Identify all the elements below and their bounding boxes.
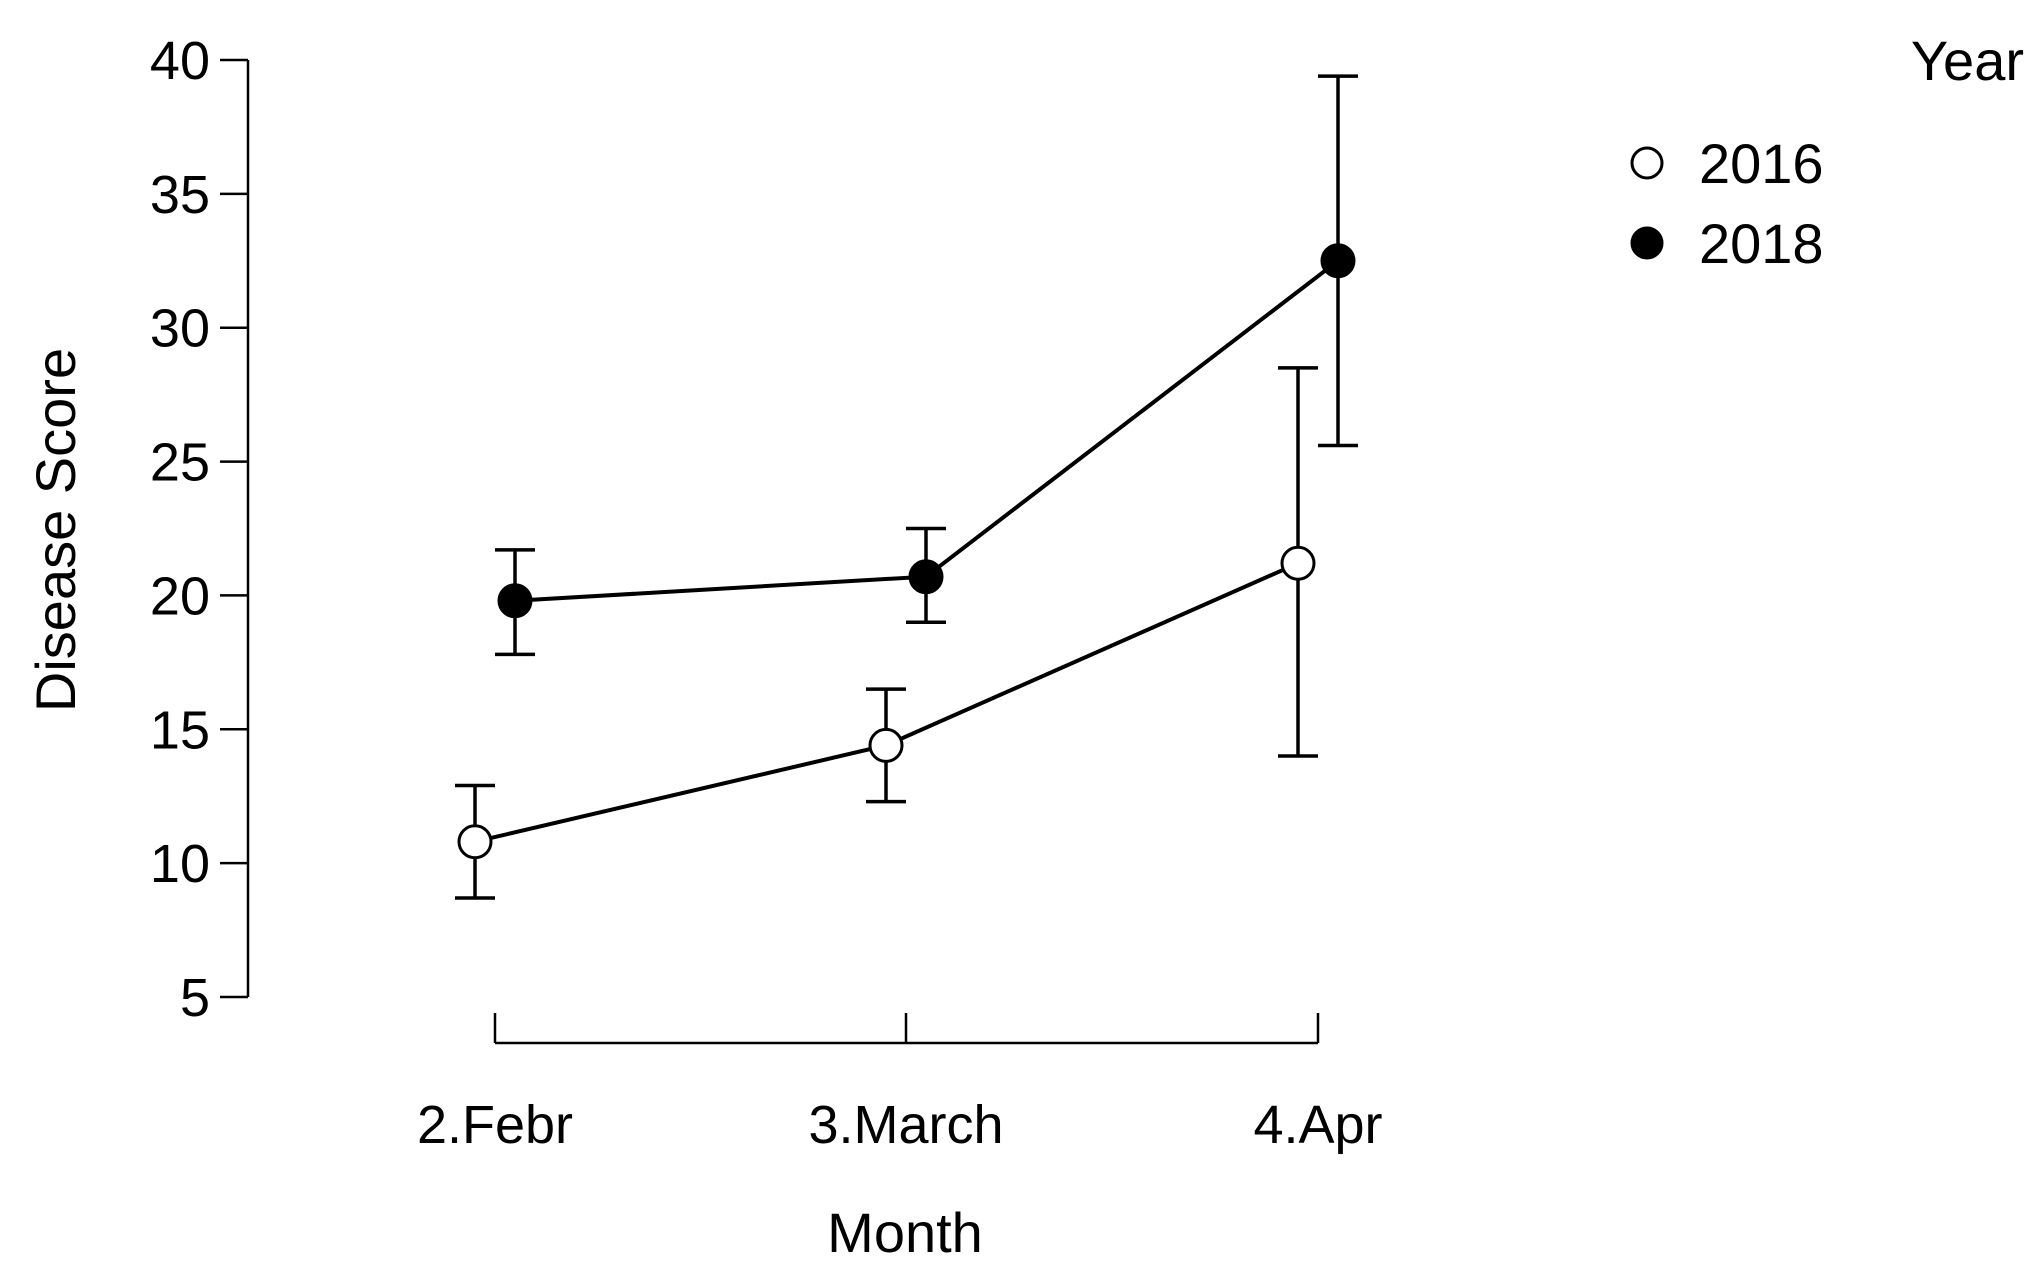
data-point bbox=[457, 824, 493, 860]
y-axis: 5 10 15 20 25 30 35 40 bbox=[150, 31, 250, 1028]
data-point bbox=[1320, 243, 1356, 279]
y-tick-label: 35 bbox=[150, 165, 210, 225]
data-point bbox=[497, 583, 533, 619]
series-2016 bbox=[455, 366, 1318, 900]
data-point bbox=[868, 727, 904, 763]
y-tick-label: 40 bbox=[150, 31, 210, 91]
legend-marker-2016 bbox=[1630, 146, 1664, 180]
data-point bbox=[1280, 545, 1316, 581]
plot-series bbox=[455, 74, 1358, 900]
x-tick-label: 2.Febr bbox=[417, 1095, 573, 1155]
legend: 2016 2018 bbox=[1630, 132, 1824, 275]
y-tick-label: 10 bbox=[150, 834, 210, 894]
x-axis-title: Month bbox=[827, 1201, 983, 1264]
legend-label-2018: 2018 bbox=[1699, 212, 1824, 275]
y-tick-label: 30 bbox=[150, 299, 210, 359]
x-tick-label: 4.Apr bbox=[1253, 1095, 1382, 1155]
series-2018 bbox=[495, 74, 1358, 657]
x-axis: 2.Febr 3.March 4.Apr bbox=[417, 1013, 1383, 1155]
legend-title: Year bbox=[1911, 29, 2024, 92]
y-tick-label: 5 bbox=[180, 968, 210, 1028]
legend-marker-2018 bbox=[1630, 226, 1664, 260]
y-tick-label: 25 bbox=[150, 433, 210, 493]
y-axis-title: Disease Score bbox=[24, 348, 87, 712]
y-tick-label: 20 bbox=[150, 566, 210, 626]
x-tick-label: 3.March bbox=[808, 1095, 1003, 1155]
legend-label-2016: 2016 bbox=[1699, 132, 1824, 195]
data-point bbox=[908, 559, 944, 595]
y-tick-label: 15 bbox=[150, 700, 210, 760]
